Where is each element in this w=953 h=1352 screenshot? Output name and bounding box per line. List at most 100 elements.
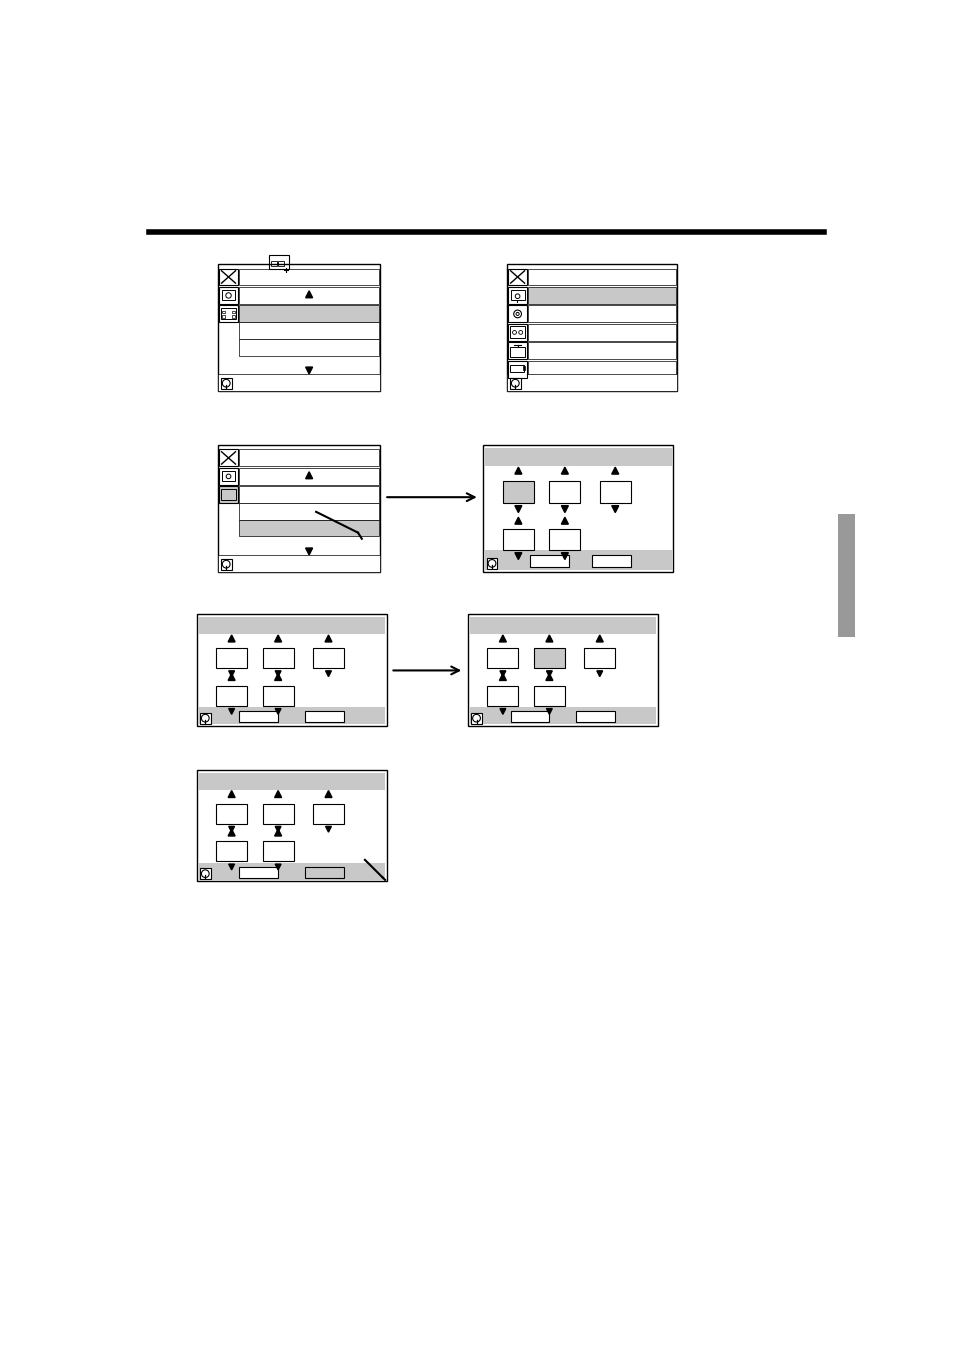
- Polygon shape: [325, 635, 332, 642]
- Bar: [483, 445, 673, 572]
- Bar: [502, 481, 534, 503]
- Bar: [199, 713, 211, 723]
- Bar: [506, 264, 677, 391]
- Bar: [528, 361, 675, 377]
- Bar: [220, 558, 232, 569]
- Bar: [216, 648, 247, 668]
- Bar: [528, 269, 675, 285]
- Bar: [469, 618, 656, 634]
- Bar: [220, 308, 236, 319]
- Bar: [239, 468, 378, 485]
- Polygon shape: [597, 671, 602, 676]
- Polygon shape: [274, 791, 281, 798]
- Bar: [239, 867, 278, 877]
- Polygon shape: [228, 829, 234, 836]
- Bar: [592, 554, 630, 568]
- Bar: [239, 519, 378, 537]
- Bar: [198, 773, 385, 790]
- Bar: [484, 550, 671, 571]
- Polygon shape: [305, 548, 313, 554]
- Polygon shape: [560, 553, 568, 560]
- Bar: [198, 707, 385, 725]
- Bar: [220, 488, 236, 500]
- Bar: [528, 342, 675, 360]
- Polygon shape: [325, 791, 332, 798]
- Bar: [221, 291, 235, 300]
- Bar: [305, 867, 344, 877]
- Polygon shape: [274, 708, 281, 714]
- Polygon shape: [325, 826, 331, 831]
- Polygon shape: [274, 829, 281, 836]
- Polygon shape: [274, 864, 281, 869]
- Bar: [506, 375, 677, 391]
- Bar: [509, 377, 520, 388]
- Bar: [269, 256, 289, 269]
- Polygon shape: [498, 673, 506, 680]
- Bar: [305, 711, 344, 722]
- Polygon shape: [596, 635, 602, 642]
- Polygon shape: [305, 366, 313, 375]
- Bar: [583, 648, 615, 668]
- Bar: [576, 711, 615, 722]
- Bar: [522, 366, 525, 370]
- Polygon shape: [305, 291, 313, 297]
- Polygon shape: [515, 468, 521, 475]
- Bar: [487, 648, 517, 668]
- Bar: [508, 269, 526, 285]
- Bar: [471, 713, 481, 723]
- Polygon shape: [274, 826, 281, 831]
- Polygon shape: [546, 708, 552, 714]
- Polygon shape: [560, 518, 568, 525]
- Polygon shape: [229, 864, 234, 869]
- Bar: [216, 803, 247, 823]
- Bar: [528, 287, 675, 304]
- Polygon shape: [228, 673, 234, 680]
- Bar: [196, 614, 386, 726]
- Bar: [530, 554, 568, 568]
- Polygon shape: [499, 708, 505, 714]
- Bar: [233, 315, 234, 318]
- Bar: [510, 291, 524, 300]
- Bar: [502, 529, 534, 550]
- Bar: [220, 377, 232, 388]
- Bar: [486, 558, 497, 569]
- Bar: [484, 448, 671, 466]
- Bar: [198, 618, 385, 634]
- Bar: [469, 707, 656, 725]
- Polygon shape: [560, 506, 568, 512]
- Polygon shape: [325, 671, 331, 676]
- Polygon shape: [545, 635, 553, 642]
- Bar: [239, 306, 378, 322]
- Bar: [487, 685, 517, 706]
- Bar: [196, 769, 386, 882]
- Bar: [313, 648, 344, 668]
- Bar: [198, 863, 385, 880]
- Bar: [528, 324, 675, 341]
- Bar: [313, 803, 344, 823]
- Polygon shape: [274, 673, 281, 680]
- Polygon shape: [515, 518, 521, 525]
- Bar: [509, 347, 525, 357]
- Bar: [528, 306, 675, 322]
- Bar: [509, 365, 523, 372]
- Bar: [217, 554, 380, 572]
- Bar: [239, 322, 378, 339]
- Bar: [262, 841, 294, 861]
- Polygon shape: [545, 673, 553, 680]
- Bar: [508, 342, 526, 360]
- Bar: [222, 311, 224, 314]
- Bar: [221, 470, 235, 481]
- Bar: [222, 315, 224, 318]
- Bar: [217, 264, 380, 391]
- Bar: [219, 468, 237, 485]
- Bar: [262, 803, 294, 823]
- Bar: [599, 481, 630, 503]
- Bar: [549, 529, 579, 550]
- Polygon shape: [274, 671, 281, 676]
- Bar: [468, 614, 658, 726]
- Polygon shape: [228, 635, 234, 642]
- Bar: [534, 648, 564, 668]
- Bar: [509, 326, 525, 338]
- Bar: [271, 261, 276, 266]
- Polygon shape: [611, 506, 618, 512]
